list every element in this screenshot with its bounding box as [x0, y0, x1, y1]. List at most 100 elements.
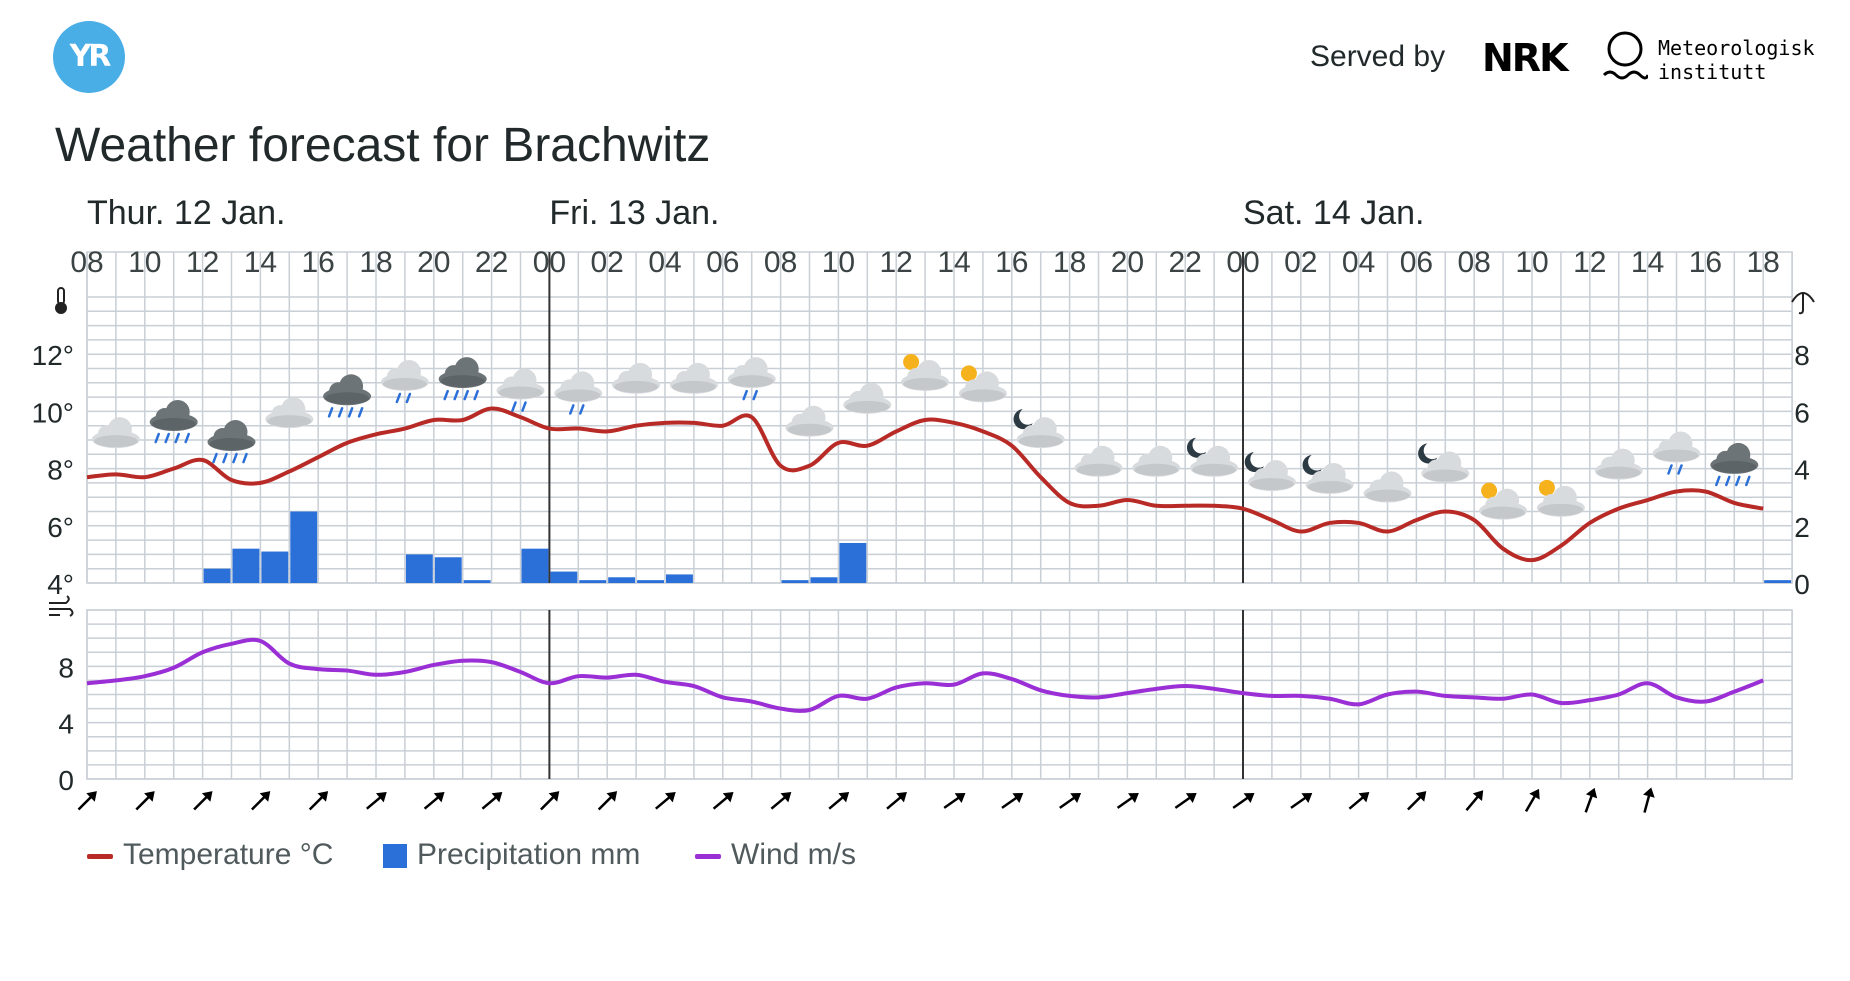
wind-direction-arrow	[655, 792, 676, 810]
raindrop	[232, 452, 238, 464]
temp-axis-tick: 10°	[32, 397, 74, 428]
light-rain-icon	[380, 359, 429, 404]
cloud-part	[685, 362, 710, 387]
wind-direction-arrow	[1524, 788, 1540, 813]
cloud-part	[281, 397, 306, 422]
cloud-shade	[209, 438, 254, 451]
legend-temperature-label: Temperature °C	[123, 838, 334, 871]
cloud-part	[628, 362, 653, 387]
met-institute-logo-icon[interactable]	[1602, 30, 1648, 90]
light-rain-icon	[496, 368, 545, 412]
cloud-shade	[1018, 435, 1063, 448]
cloud-shade	[845, 400, 890, 413]
cloudy-icon	[612, 362, 661, 394]
wind-direction-arrow	[828, 792, 850, 810]
light-rain-icon	[727, 357, 776, 401]
cloud-part	[339, 374, 364, 399]
cloud-part	[107, 417, 132, 442]
light-rain-icon	[1652, 431, 1701, 475]
hour-tick-label: 16	[995, 246, 1028, 279]
cloud-shade	[1423, 469, 1468, 482]
raindrop	[174, 432, 180, 444]
wind-direction-arrow	[481, 792, 503, 810]
precipitation-bar	[261, 551, 289, 583]
cloud-shade	[614, 380, 659, 393]
cloud-part	[1379, 471, 1404, 496]
partly-cloudy-night-icon	[1186, 437, 1239, 477]
cloud-shade	[903, 377, 948, 390]
hour-tick-label: 14	[244, 246, 277, 279]
served-by-label: Served by	[1310, 40, 1446, 73]
cloud-part	[1437, 451, 1462, 476]
heavy-rain-icon	[323, 374, 372, 418]
partly-cloudy-day-icon	[958, 365, 1007, 403]
cloudy-icon	[1363, 471, 1412, 503]
raindrop	[443, 389, 449, 401]
partly-cloudy-night-icon	[1418, 443, 1470, 483]
raindrop	[742, 389, 748, 401]
arrow-head	[375, 792, 387, 803]
temp-axis-tick: 8°	[47, 455, 74, 486]
precipitation-bar	[521, 548, 549, 583]
arrow-head	[1415, 791, 1427, 802]
temperature-line	[86, 406, 1764, 563]
thermometer-icon-bulb	[55, 302, 67, 314]
hour-tick-label: 02	[1284, 246, 1317, 279]
cloud-shade	[1596, 466, 1641, 479]
cloud-part	[1726, 442, 1751, 467]
moon-part	[1418, 443, 1438, 464]
raindrop	[242, 452, 248, 464]
cloud-part	[801, 405, 826, 430]
heavy-rain-icon	[149, 400, 198, 444]
cloudy-icon	[1074, 445, 1123, 477]
umbrella-icon-handle	[1798, 293, 1804, 315]
legend-wind-label: Wind m/s	[731, 838, 857, 871]
wind-direction-arrow	[1232, 792, 1255, 809]
wind-direction-arrow	[1407, 791, 1427, 811]
wind-direction-arrow	[423, 792, 445, 810]
hour-tick-label: 20	[417, 246, 450, 279]
hour-tick-label: 08	[70, 246, 103, 279]
temp-axis-tick: 4°	[47, 569, 74, 600]
raindrop	[511, 401, 517, 412]
hour-tick-label: 18	[359, 246, 392, 279]
wind-direction-arrow	[135, 791, 155, 811]
partly-cloudy-day-icon	[1536, 479, 1585, 517]
hour-tick-label: 08	[1458, 246, 1491, 279]
heavy-rain-icon	[438, 357, 487, 401]
cloud-shade	[556, 389, 601, 402]
hour-tick-label: 14	[937, 246, 970, 279]
nrk-logo[interactable]: NRK	[1482, 36, 1569, 80]
moon-part	[1244, 452, 1264, 473]
cloud-part	[743, 357, 768, 382]
cloud-shade	[1654, 449, 1699, 462]
arrow-head	[548, 791, 560, 802]
raindrop	[1667, 464, 1673, 475]
cloud-shade	[1538, 503, 1583, 516]
hour-tick-label: 18	[1053, 246, 1086, 279]
wind-direction-arrow	[1465, 790, 1484, 811]
raindrop	[164, 432, 170, 444]
wind-direction-arrow	[597, 791, 618, 811]
cloud-part	[859, 382, 884, 407]
wind-direction-arrow	[366, 792, 387, 810]
wind-direction-arrow	[1001, 792, 1024, 809]
yr-logo[interactable]: YR	[53, 21, 125, 93]
cloud-part	[1263, 460, 1288, 485]
met-institute-name[interactable]: Meteorologisk institutt	[1658, 36, 1815, 84]
precipitation-bar	[1764, 580, 1792, 583]
precipitation-bar	[810, 577, 838, 583]
wind-direction-arrow	[1174, 792, 1197, 809]
wind-direction-arrow	[251, 791, 271, 811]
arrow-head	[664, 792, 676, 803]
cloud-shade	[1481, 506, 1526, 519]
wind-direction-arrow	[77, 791, 97, 811]
wind-axis-icon-line	[49, 595, 70, 604]
cloud-part	[1668, 431, 1693, 456]
arrow-head	[1070, 792, 1082, 804]
cloud-shade	[1307, 480, 1352, 493]
arrow-head	[144, 791, 155, 802]
heavy-rain-icon	[207, 420, 256, 464]
cloud-part	[165, 400, 190, 425]
cloudy-icon	[785, 405, 834, 437]
